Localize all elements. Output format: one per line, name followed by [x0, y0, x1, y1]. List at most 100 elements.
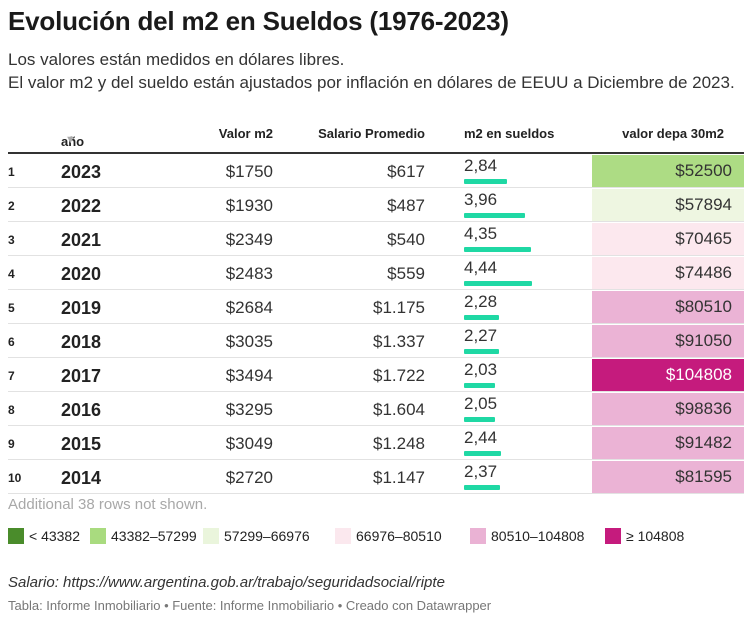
ratio-bar: [464, 247, 531, 252]
row-rank: 7: [8, 369, 15, 383]
ratio-bar: [464, 417, 496, 422]
column-header-year-label: año: [61, 134, 85, 149]
row-salario: $540: [387, 230, 425, 249]
row-ratio-label: 2,44: [464, 428, 498, 447]
row-valor-depa: $70465: [592, 223, 744, 255]
ratio-bar: [464, 179, 508, 184]
row-valor-m2: $2684: [225, 298, 273, 317]
ratio-bar: [464, 451, 502, 456]
legend-swatch: [605, 528, 621, 544]
table-row: 9 2015 $3049 $1.248 2,44 $91482: [8, 426, 744, 460]
row-salario: $559: [387, 264, 425, 283]
data-table: año ▼ Valor m2 Salario Promedio m2 en sue…: [8, 118, 744, 494]
row-ratio-label: 2,27: [464, 326, 498, 345]
row-year: 2014: [61, 468, 102, 488]
table-row: 3 2021 $2349 $540 4,35 $70465: [8, 222, 744, 256]
row-salario: $617: [387, 162, 425, 181]
column-header-valor-m2[interactable]: Valor m2: [218, 126, 273, 141]
legend-item: 80510–104808: [470, 528, 584, 544]
row-rank: 3: [8, 233, 15, 247]
row-salario: $1.722: [373, 366, 425, 385]
row-ratio-label: 2,28: [464, 292, 498, 311]
row-year: 2021: [61, 230, 102, 250]
legend-label: ≥ 104808: [626, 528, 685, 544]
row-ratio-label: 2,37: [464, 462, 498, 481]
row-year: 2015: [61, 434, 102, 454]
legend-label: 57299–66976: [224, 528, 310, 544]
column-header-valor-depa[interactable]: valor depa 30m2: [622, 126, 724, 141]
row-year: 2023: [61, 162, 102, 182]
source-note: Salario: https://www.argentina.gob.ar/tr…: [8, 574, 445, 591]
table-row: 2 2022 $1930 $487 3,96 $57894: [8, 188, 744, 222]
legend-swatch: [470, 528, 486, 544]
row-rank: 8: [8, 403, 15, 417]
table-row: 8 2016 $3295 $1.604 2,05 $98836: [8, 392, 744, 426]
sort-down-icon[interactable]: ▼: [65, 134, 76, 146]
chart-title: Evolución del m2 en Sueldos (1976-2023): [8, 6, 509, 36]
row-valor-m2: $2483: [225, 264, 273, 283]
ratio-bar: [464, 485, 501, 490]
row-ratio-label: 3,96: [464, 190, 498, 209]
row-valor-m2: $3494: [225, 366, 273, 385]
legend-item: 57299–66976: [203, 528, 310, 544]
table-header: año ▼ Valor m2 Salario Promedio m2 en sue…: [8, 118, 744, 154]
row-valor-m2: $2720: [225, 468, 273, 487]
row-year: 2019: [61, 298, 102, 318]
row-valor-depa: $57894: [592, 189, 744, 221]
subtitle-line: Los valores están medidos en dólares lib…: [8, 50, 345, 69]
legend-item: 43382–57299: [90, 528, 197, 544]
legend-label: < 43382: [29, 528, 80, 544]
row-ratio-label: 4,44: [464, 258, 498, 277]
column-header-salario[interactable]: Salario Promedio: [318, 126, 425, 141]
row-year: 2017: [61, 366, 102, 386]
legend-swatch: [8, 528, 24, 544]
row-valor-depa: $81595: [592, 461, 744, 493]
ratio-bar: [464, 213, 525, 218]
row-valor-m2: $3035: [225, 332, 273, 351]
table-row: 5 2019 $2684 $1.175 2,28 $80510: [8, 290, 744, 324]
legend-label: 43382–57299: [111, 528, 197, 544]
legend-label: 80510–104808: [491, 528, 585, 544]
row-valor-depa: $91482: [592, 427, 744, 459]
row-ratio-label: 2,05: [464, 394, 498, 413]
legend-swatch: [335, 528, 351, 544]
row-year: 2016: [61, 400, 102, 420]
legend-label: 66976–80510: [356, 528, 442, 544]
table-row: 1 2023 $1750 $617 2,84 $52500: [8, 154, 744, 188]
row-valor-m2: $3049: [225, 434, 273, 453]
table-row: 10 2014 $2720 $1.147 2,37 $81595: [8, 460, 744, 494]
legend-item: < 43382: [8, 528, 80, 544]
row-valor-m2: $2349: [225, 230, 273, 249]
row-valor-depa: $91050: [592, 325, 744, 357]
row-rank: 6: [8, 335, 15, 349]
row-ratio-label: 2,03: [464, 360, 498, 379]
row-salario: $1.337: [373, 332, 425, 351]
table-body: 1 2023 $1750 $617 2,84 $52500 2 2022 $1930 $487 3,…: [8, 154, 744, 494]
more-rows-note: Additional 38 rows not shown.: [8, 496, 208, 513]
subtitle-line: El valor m2 y del sueldo están ajustados…: [8, 73, 735, 92]
legend-item: 66976–80510: [335, 528, 442, 544]
row-salario: $1.248: [373, 434, 425, 453]
row-ratio-label: 2,84: [464, 156, 498, 175]
row-salario: $487: [387, 196, 425, 215]
row-year: 2018: [61, 332, 102, 352]
column-header-ratio[interactable]: m2 en sueldos: [464, 126, 555, 141]
row-ratio-label: 4,35: [464, 224, 498, 243]
subtitle: Los valores están medidos en dólares lib…: [8, 48, 735, 94]
row-valor-m2: $1930: [225, 196, 273, 215]
ratio-bar: [464, 349, 499, 354]
footer-credits: Tabla: Informe Inmobiliario • Fuente: In…: [8, 598, 492, 613]
row-valor-m2: $3295: [225, 400, 273, 419]
row-rank: 10: [8, 471, 22, 485]
row-rank: 1: [8, 165, 15, 179]
row-valor-depa: $52500: [592, 155, 744, 187]
table-row: 7 2017 $3494 $1.722 2,03 $104808: [8, 358, 744, 392]
row-valor-depa: $98836: [592, 393, 744, 425]
table-row: 4 2020 $2483 $559 4,44 $74486: [8, 256, 744, 290]
row-salario: $1.147: [373, 468, 425, 487]
legend-swatch: [203, 528, 219, 544]
legend-item: ≥ 104808: [605, 528, 684, 544]
row-rank: 2: [8, 199, 15, 213]
legend-swatch: [90, 528, 106, 544]
row-year: 2022: [61, 196, 102, 216]
